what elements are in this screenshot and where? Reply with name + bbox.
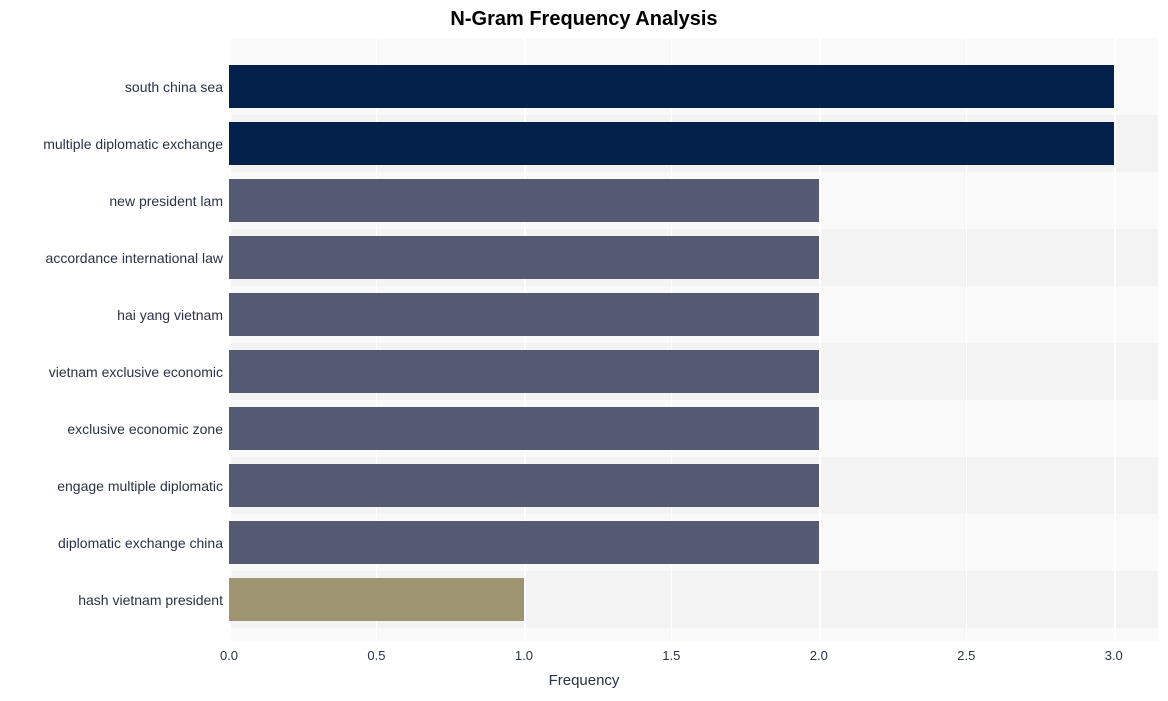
bar <box>229 464 819 507</box>
bar <box>229 350 819 393</box>
y-tick-label: vietnam exclusive economic <box>49 364 223 380</box>
x-axis-label: Frequency <box>0 672 1168 689</box>
y-tick-label: exclusive economic zone <box>67 421 223 437</box>
y-tick-label: new president lam <box>109 193 223 209</box>
bar <box>229 122 1114 165</box>
y-tick-label: engage multiple diplomatic <box>57 478 223 494</box>
x-tick-label: 1.0 <box>515 648 533 663</box>
bar <box>229 407 819 450</box>
y-tick-label: accordance international law <box>46 250 223 266</box>
plot-area <box>229 38 1158 641</box>
bar <box>229 179 819 222</box>
x-tick-label: 1.5 <box>662 648 680 663</box>
y-tick-label: diplomatic exchange china <box>58 535 223 551</box>
y-tick-label: hai yang vietnam <box>117 307 223 323</box>
y-tick-label: south china sea <box>125 79 223 95</box>
x-tick-label: 3.0 <box>1105 648 1123 663</box>
x-tick-label: 0.0 <box>220 648 238 663</box>
gridline <box>1114 38 1116 641</box>
chart-title: N-Gram Frequency Analysis <box>0 8 1168 31</box>
bar <box>229 293 819 336</box>
y-tick-label: hash vietnam president <box>78 592 223 608</box>
ngram-bar-chart: N-Gram Frequency Analysis Frequency sout… <box>0 0 1168 701</box>
bar <box>229 236 819 279</box>
bar <box>229 578 524 621</box>
x-tick-label: 0.5 <box>367 648 385 663</box>
x-tick-label: 2.0 <box>810 648 828 663</box>
bar <box>229 521 819 564</box>
bar <box>229 65 1114 108</box>
x-tick-label: 2.5 <box>957 648 975 663</box>
y-tick-label: multiple diplomatic exchange <box>43 136 223 152</box>
